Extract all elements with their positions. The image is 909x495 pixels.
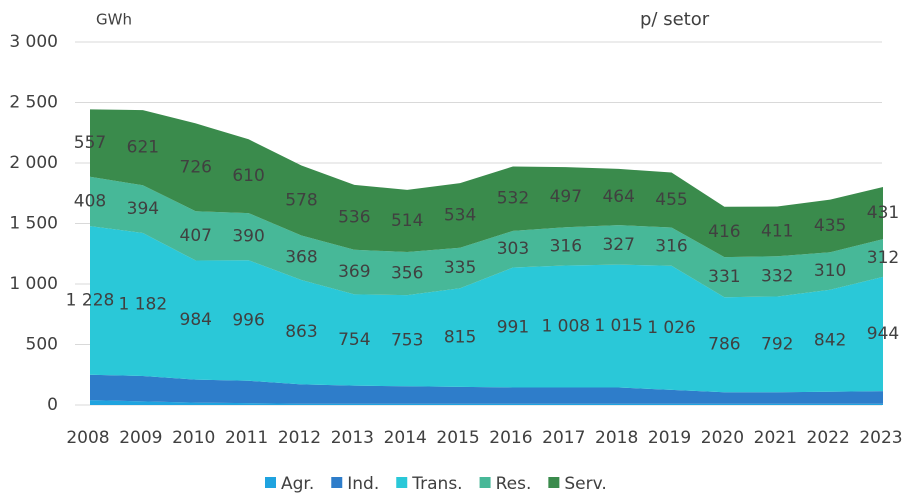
legend-label: Serv. [564,474,606,494]
legend-label: Trans. [411,474,462,494]
area [90,374,883,404]
data-label: 1 182 [119,294,168,314]
data-label: 416 [708,222,740,242]
x-tick-label: 2014 [384,428,427,448]
legend-swatch [479,477,491,488]
y-tick-label: 1 500 [9,214,58,234]
data-label: 327 [602,235,634,255]
data-label: 842 [814,331,846,351]
data-label: 332 [761,266,793,286]
data-label: 534 [444,205,476,225]
data-label: 1 015 [594,316,643,336]
legend-swatch [548,477,560,488]
data-label: 1 026 [647,318,696,338]
x-tick-label: 2010 [172,428,215,448]
x-tick-label: 2019 [648,428,691,448]
data-label: 407 [180,226,212,246]
x-tick-label: 2017 [542,428,585,448]
data-label: 532 [497,189,529,209]
data-label: 536 [338,207,370,227]
legend-swatch [265,477,276,488]
y-tick-label: 0 [47,395,58,415]
data-label: 578 [285,191,317,211]
data-label: 944 [867,324,899,344]
data-label: 368 [285,248,317,268]
legend-swatch [396,477,408,488]
data-label: 335 [444,258,476,278]
data-label: 431 [867,203,899,223]
x-tick-label: 2020 [701,428,744,448]
data-label: 356 [391,264,423,284]
data-label: 455 [655,190,687,210]
y-tick-label: 2 000 [9,153,58,173]
x-tick-label: 2011 [225,428,268,448]
x-tick-label: 2012 [278,428,321,448]
data-label: 753 [391,331,423,351]
data-label: 464 [602,187,634,207]
data-label: 1 228 [66,290,115,310]
data-label: 408 [74,191,106,211]
y-tick-label: 2 500 [9,93,58,113]
y-tick-label: 1 000 [9,274,58,294]
x-tick-label: 2018 [595,428,638,448]
data-label: 394 [127,199,159,219]
y-tick-label: 3 000 [9,32,58,52]
legend-swatch [331,477,343,488]
data-label: 991 [497,317,529,337]
data-label: 312 [867,248,899,268]
legend-label: Agr. [281,474,314,494]
area [90,226,883,393]
data-label: 331 [708,267,740,287]
x-tick-label: 2013 [331,428,374,448]
chart-title: p/ setor [640,9,710,30]
data-label: 369 [338,262,370,282]
data-label: 411 [761,221,793,241]
data-label: 863 [285,322,317,342]
area [90,176,883,298]
x-tick-label: 2009 [119,428,162,448]
data-label: 726 [180,157,212,177]
data-label: 390 [232,227,264,247]
y-axis-label: GWh [96,11,132,29]
data-label: 754 [338,330,370,350]
data-label: 316 [655,237,687,257]
data-label: 1 008 [541,316,590,336]
legend-label: Ind. [347,474,379,494]
y-tick-label: 500 [26,335,58,355]
data-label: 435 [814,216,846,236]
data-label: 303 [497,239,529,259]
data-label: 610 [232,166,264,186]
x-tick-label: 2015 [436,428,479,448]
x-tick-label: 2008 [66,428,109,448]
x-tick-label: 2021 [754,428,797,448]
legend: Agr. Ind. Trans. Res. Serv. [265,474,607,494]
data-label: 792 [761,334,793,354]
legend-label: Res. [496,474,532,494]
data-label: 786 [708,335,740,355]
data-label: 497 [550,187,582,207]
x-tick-label: 2016 [489,428,532,448]
data-label: 984 [180,310,212,330]
data-label: 557 [74,133,106,153]
x-tick-label: 2022 [807,428,850,448]
data-label: 514 [391,211,423,231]
x-tick-label: 2023 [859,428,902,448]
data-label: 310 [814,261,846,281]
data-label: 621 [127,138,159,158]
data-label: 996 [232,311,264,331]
data-label: 815 [444,328,476,348]
data-label: 316 [550,236,582,256]
area [90,109,883,258]
